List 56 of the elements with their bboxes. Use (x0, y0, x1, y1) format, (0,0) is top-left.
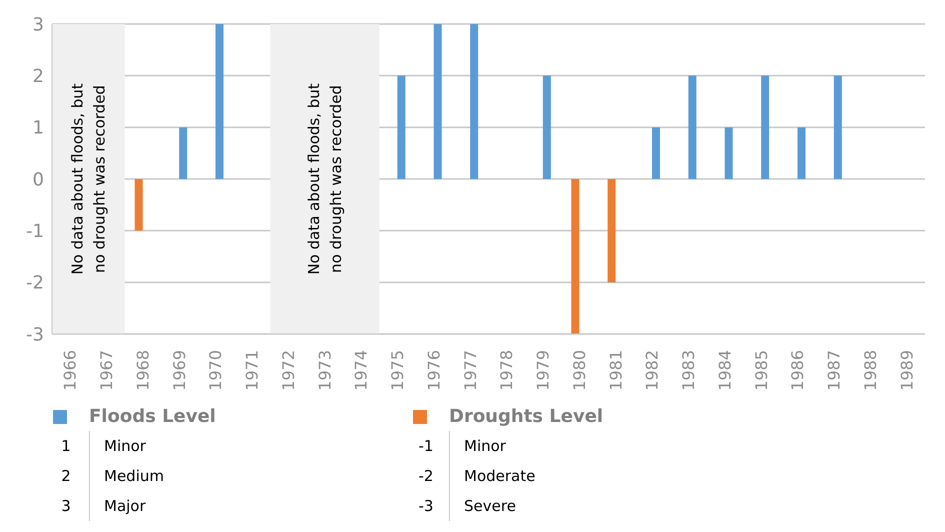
bar (542, 76, 551, 179)
x-tick-label: 1967 (97, 350, 116, 391)
bar (470, 24, 478, 179)
x-tick-label: 1972 (278, 350, 298, 391)
x-tick-label: 1985 (752, 350, 771, 391)
x-tick-label: 1980 (570, 350, 589, 391)
bar (761, 76, 770, 179)
x-tick-label: 1971 (242, 350, 262, 391)
bar (834, 76, 842, 179)
bar (571, 179, 580, 334)
x-tick-label: 1978 (497, 350, 516, 391)
bar (652, 127, 660, 179)
text: 3 Major (61, 497, 146, 515)
x-tick-label: 1969 (170, 350, 189, 391)
x-tick-label: 1966 (60, 350, 80, 391)
x-tick-label: 1984 (715, 350, 734, 391)
x-tick-label: 1979 (534, 350, 553, 391)
legend-label: Floods Level (89, 406, 216, 427)
y-tick-label: 2 (32, 66, 44, 88)
text: -3 Severe (418, 497, 516, 515)
x-tick-label: 1987 (824, 350, 844, 391)
y-tick-label: -3 (26, 324, 44, 346)
x-tick-label: 1974 (352, 350, 371, 391)
x-tick-label: 1968 (133, 350, 152, 391)
bar (134, 179, 143, 231)
bar (724, 127, 733, 179)
text: 1 Minor (61, 437, 146, 455)
y-tick-label: -1 (26, 221, 44, 242)
y-tick-label: 3 (32, 14, 44, 36)
x-tick-label: 1982 (642, 350, 662, 391)
x-tick-label: 1988 (860, 350, 880, 391)
band-label: No data about floods, but no drought was recorded (68, 83, 108, 275)
y-tick-label: 1 (32, 118, 44, 139)
x-tick-label: 1983 (679, 350, 698, 391)
bar (434, 24, 442, 179)
text: -1 Minor (418, 437, 506, 455)
x-tick-label: 1975 (388, 350, 408, 391)
band-label: No data about floods, but no drought was recorded (304, 83, 345, 275)
bar (798, 127, 806, 179)
x-tick-label: 1977 (460, 350, 480, 391)
bar (688, 76, 696, 179)
x-tick-label: 1976 (424, 350, 444, 391)
text: -2 Moderate (418, 467, 536, 485)
bar (397, 76, 406, 179)
x-tick-label: 1970 (206, 350, 226, 391)
y-tick-label: 0 (32, 169, 44, 190)
bar (216, 24, 224, 179)
x-tick-label: 1981 (606, 350, 626, 391)
text: 2 Medium (61, 467, 164, 485)
bar (608, 179, 616, 282)
legend-label: Droughts Level (449, 406, 604, 427)
x-tick-label: 1989 (897, 350, 916, 391)
x-tick-label: 1973 (315, 350, 334, 391)
y-tick-label: -2 (26, 272, 44, 294)
bar (179, 127, 188, 179)
x-tick-label: 1986 (788, 350, 808, 391)
